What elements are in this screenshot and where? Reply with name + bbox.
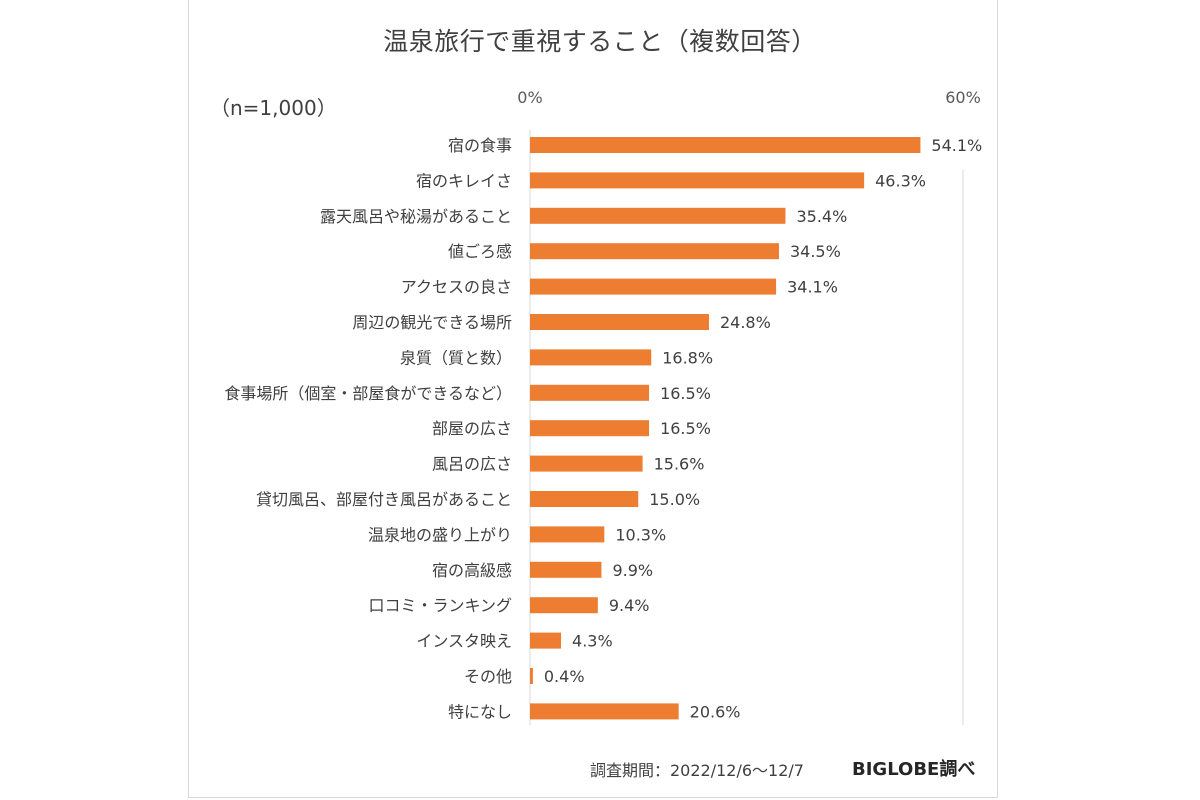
data-label: 9.4% [609, 596, 650, 615]
bar [530, 278, 777, 295]
source-credit: BIGLOBE調べ [852, 759, 976, 780]
category-label: その他 [464, 667, 512, 686]
chart-title: 温泉旅行で重視すること（複数回答） [383, 27, 817, 56]
bar [530, 349, 652, 366]
data-label: 34.1% [787, 278, 838, 297]
category-label: 周辺の観光できる場所 [352, 313, 512, 332]
bar [530, 172, 865, 189]
bar [530, 243, 779, 260]
data-label: 54.1% [931, 136, 982, 155]
bar [530, 668, 533, 684]
sample-size-note: （n=1,000） [210, 96, 337, 120]
data-label: 24.8% [720, 313, 771, 332]
data-label: 46.3% [875, 171, 926, 190]
category-label: 値ごろ感 [448, 242, 512, 261]
bar [530, 455, 643, 472]
data-label: 35.4% [796, 207, 847, 226]
category-label: 風呂の広さ [432, 455, 512, 474]
bar [530, 561, 602, 578]
data-label: 16.5% [660, 419, 711, 438]
category-label: 泉質（質と数） [400, 348, 512, 367]
data-label: 15.0% [649, 490, 700, 509]
data-label: 0.4% [544, 667, 585, 686]
category-label: 宿の食事 [448, 136, 512, 155]
bar [530, 314, 709, 330]
x-tick-label: 60% [945, 88, 981, 107]
category-label: 露天風呂や秘湯があること [320, 207, 512, 226]
bar [530, 597, 598, 614]
category-label: 貸切風呂、部屋付き風呂があること [256, 490, 512, 509]
data-label: 20.6% [690, 702, 741, 721]
category-label: アクセスの良さ [401, 278, 512, 297]
bar [530, 137, 921, 153]
category-label: 温泉地の盛り上がり [368, 525, 512, 544]
data-label: 34.5% [790, 242, 841, 261]
bar [530, 632, 562, 649]
category-label: 食事場所（個室・部屋食ができるなど） [224, 384, 512, 403]
bar [530, 491, 639, 507]
category-label: インスタ映え [416, 632, 512, 651]
chart-frame [188, 0, 998, 798]
data-label: 16.8% [662, 348, 713, 367]
category-label: 部屋の広さ [432, 419, 512, 438]
data-label: 9.9% [612, 561, 653, 580]
bar [530, 207, 786, 224]
bar [530, 526, 605, 543]
data-label: 15.6% [654, 455, 705, 474]
data-label: 4.3% [572, 632, 613, 651]
survey-period: 調査期間：2022/12/6～12/7 [590, 761, 804, 780]
category-label: 宿の高級感 [432, 561, 512, 580]
bar [530, 703, 679, 720]
data-label: 10.3% [615, 525, 666, 544]
bar [530, 420, 650, 437]
category-label: 宿のキレイさ [416, 171, 512, 190]
bar [530, 384, 650, 401]
data-label: 16.5% [660, 384, 711, 403]
category-label: 口コミ・ランキング [368, 596, 512, 615]
x-tick-label: 0% [517, 88, 542, 107]
category-label: 特になし [448, 702, 512, 721]
